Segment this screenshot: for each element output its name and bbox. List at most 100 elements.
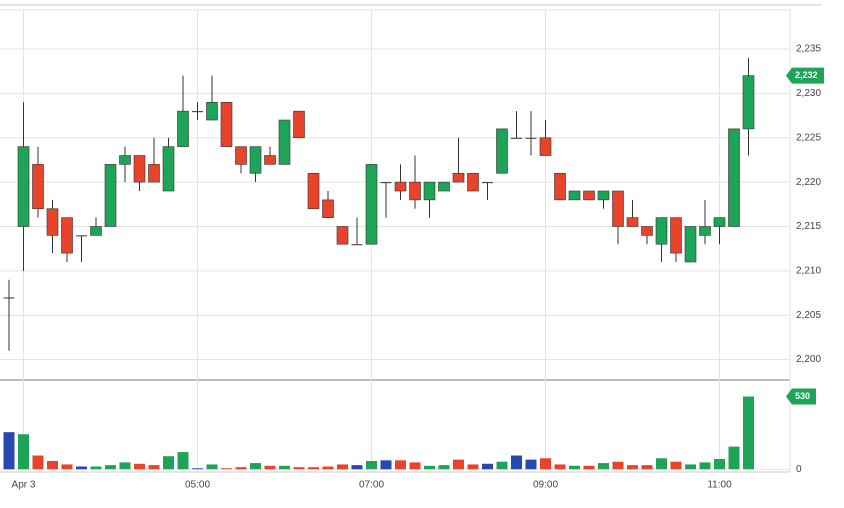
volume-bar (351, 465, 363, 470)
volume-bar (134, 463, 145, 470)
volume-bar (192, 468, 203, 470)
candle-body (322, 199, 334, 218)
volume-bar (409, 462, 421, 470)
candle-body (612, 190, 624, 227)
volume-bar (714, 458, 725, 470)
candle-body (511, 137, 522, 139)
volume-bar (322, 466, 334, 470)
candle-body (539, 137, 552, 156)
volume-bar (221, 468, 232, 470)
candle-body (394, 181, 407, 192)
volume-bar (308, 467, 319, 470)
volume-bar (250, 463, 261, 470)
candle-body (162, 146, 175, 192)
candle-body (104, 164, 117, 227)
candle-body (438, 181, 450, 192)
volume-bar (366, 461, 377, 470)
candle-body (206, 101, 218, 121)
candle-body (597, 190, 610, 201)
volume-bar (438, 465, 450, 470)
x-tick-label: 11:00 (707, 480, 732, 491)
volume-bar (656, 458, 667, 470)
candle-body (90, 226, 102, 236)
volume-bar (105, 465, 116, 470)
volume-bar (380, 460, 392, 470)
candle-body (482, 182, 493, 184)
price-badge (786, 67, 824, 84)
candle-body (699, 226, 711, 236)
y-tick-label: 2,225 (796, 132, 821, 143)
candle-body (583, 190, 595, 201)
candle-body (17, 146, 30, 227)
volume-bar (627, 465, 638, 470)
candle-body (742, 75, 755, 130)
volume-bar (177, 452, 189, 470)
candle-body (626, 217, 639, 227)
candle-body (684, 226, 697, 263)
candle-body (525, 137, 537, 139)
volume-bar (279, 465, 290, 470)
volume-bar (206, 464, 218, 470)
candle-body (452, 172, 465, 183)
candle-body (293, 110, 305, 139)
volume-bar (685, 464, 696, 470)
volume-badge-label: 530 (795, 391, 810, 401)
volume-bar (583, 465, 595, 470)
candle-body (264, 155, 276, 165)
volume-bar (264, 465, 276, 470)
candle-body (655, 217, 668, 245)
candle-body (568, 190, 581, 201)
volume-bar (47, 461, 58, 470)
volume-bar (598, 463, 609, 470)
y-tick-label: 2,230 (796, 88, 821, 99)
candle-body (351, 244, 363, 246)
candle-body (278, 119, 291, 165)
x-tick-label: Apr 3 (12, 480, 36, 491)
volume-bar (699, 462, 711, 470)
volume-bar (641, 465, 653, 470)
volume-bar (18, 434, 29, 470)
volume-bar (525, 459, 537, 470)
volume-bar (453, 459, 464, 470)
candle-body (409, 181, 421, 201)
candle-body (336, 226, 349, 245)
y-tick-label: 2,235 (796, 44, 821, 55)
candle-body (365, 164, 378, 245)
volume-bar (569, 465, 580, 470)
volume-bar (482, 463, 493, 470)
candle-body (496, 128, 508, 174)
volume-bar (424, 465, 435, 470)
candle-body (554, 172, 566, 201)
candle-body (423, 181, 436, 201)
volume-bar (511, 455, 522, 470)
candle-body (641, 226, 653, 236)
y-tick-label: 2,210 (796, 266, 821, 277)
volume-bar (293, 467, 305, 470)
candle-body (46, 208, 59, 236)
y-tick-label: 2,215 (796, 221, 821, 232)
volume-bar (395, 460, 406, 470)
volume-bar (467, 464, 479, 470)
volume-bar (554, 464, 566, 470)
volume-bar (148, 465, 160, 470)
candle-body (133, 155, 146, 183)
candle-body (249, 146, 262, 174)
candle-body (177, 110, 189, 147)
candle-body (3, 297, 15, 299)
volume-bar (61, 464, 73, 470)
volume-bar (3, 432, 15, 470)
candle-body (119, 155, 131, 165)
volume-bar (76, 466, 87, 470)
volume-badge (786, 388, 816, 405)
candle-body (713, 217, 726, 227)
volume-bar (337, 464, 348, 470)
candle-body (192, 111, 203, 113)
candle-body (148, 164, 160, 183)
volume-bar (612, 461, 624, 470)
volume-bar (540, 458, 551, 470)
volume-bar (728, 446, 740, 470)
candle-body (728, 128, 740, 227)
volume-bar (90, 466, 102, 470)
candle-body (76, 235, 87, 237)
